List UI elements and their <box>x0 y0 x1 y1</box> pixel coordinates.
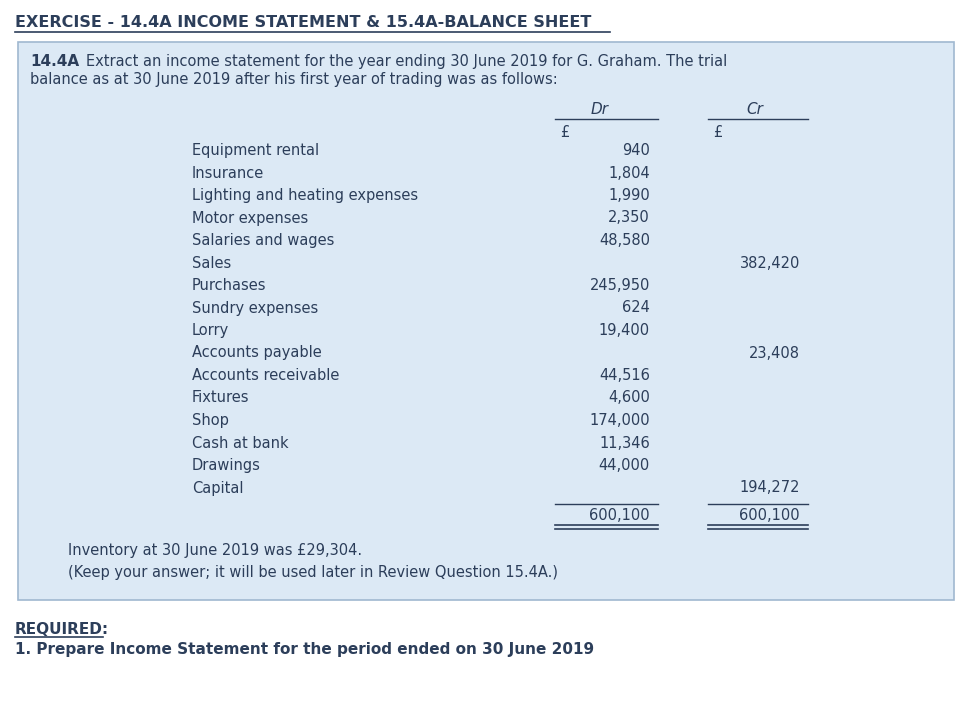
FancyBboxPatch shape <box>18 42 954 600</box>
Text: 48,580: 48,580 <box>599 233 650 248</box>
Text: Accounts receivable: Accounts receivable <box>192 368 339 383</box>
Text: 382,420: 382,420 <box>740 256 800 270</box>
Text: 600,100: 600,100 <box>739 508 800 523</box>
Text: 44,000: 44,000 <box>599 458 650 473</box>
Text: 174,000: 174,000 <box>589 413 650 428</box>
Text: Motor expenses: Motor expenses <box>192 211 308 225</box>
Text: Drawings: Drawings <box>192 458 261 473</box>
Text: 4,600: 4,600 <box>608 390 650 406</box>
Text: 14.4A: 14.4A <box>30 54 79 69</box>
Text: Fixtures: Fixtures <box>192 390 250 406</box>
Text: Extract an income statement for the year ending 30 June 2019 for G. Graham. The : Extract an income statement for the year… <box>86 54 727 69</box>
Text: 940: 940 <box>622 143 650 158</box>
Text: Dr: Dr <box>591 102 609 117</box>
Text: £: £ <box>713 125 722 140</box>
Text: 245,950: 245,950 <box>590 278 650 293</box>
Text: 11,346: 11,346 <box>600 435 650 451</box>
Text: Salaries and wages: Salaries and wages <box>192 233 334 248</box>
Text: £: £ <box>560 125 569 140</box>
Text: Sundry expenses: Sundry expenses <box>192 300 318 315</box>
Text: Lorry: Lorry <box>192 323 229 338</box>
Text: 19,400: 19,400 <box>599 323 650 338</box>
Text: Capital: Capital <box>192 480 244 496</box>
Text: Lighting and heating expenses: Lighting and heating expenses <box>192 188 418 203</box>
Text: Accounts payable: Accounts payable <box>192 345 322 361</box>
Text: balance as at 30 June 2019 after his first year of trading was as follows:: balance as at 30 June 2019 after his fir… <box>30 72 558 87</box>
Text: 1,804: 1,804 <box>608 166 650 180</box>
Text: Insurance: Insurance <box>192 166 264 180</box>
Text: 44,516: 44,516 <box>599 368 650 383</box>
Text: 600,100: 600,100 <box>589 508 650 523</box>
Text: Purchases: Purchases <box>192 278 266 293</box>
Text: EXERCISE - 14.4A INCOME STATEMENT & 15.4A-BALANCE SHEET: EXERCISE - 14.4A INCOME STATEMENT & 15.4… <box>15 15 592 30</box>
Text: Equipment rental: Equipment rental <box>192 143 319 158</box>
Text: 23,408: 23,408 <box>749 345 800 361</box>
Text: Inventory at 30 June 2019 was £29,304.: Inventory at 30 June 2019 was £29,304. <box>68 543 362 557</box>
Text: Cr: Cr <box>747 102 763 117</box>
Text: 2,350: 2,350 <box>608 211 650 225</box>
Text: 624: 624 <box>622 300 650 315</box>
Text: Shop: Shop <box>192 413 229 428</box>
Text: (Keep your answer; it will be used later in Review Question 15.4A.): (Keep your answer; it will be used later… <box>68 564 558 579</box>
Text: 1. Prepare Income Statement for the period ended on 30 June 2019: 1. Prepare Income Statement for the peri… <box>15 642 594 657</box>
Text: 1,990: 1,990 <box>608 188 650 203</box>
Text: Cash at bank: Cash at bank <box>192 435 289 451</box>
Text: REQUIRED:: REQUIRED: <box>15 622 109 637</box>
Text: 194,272: 194,272 <box>739 480 800 496</box>
Text: Sales: Sales <box>192 256 231 270</box>
